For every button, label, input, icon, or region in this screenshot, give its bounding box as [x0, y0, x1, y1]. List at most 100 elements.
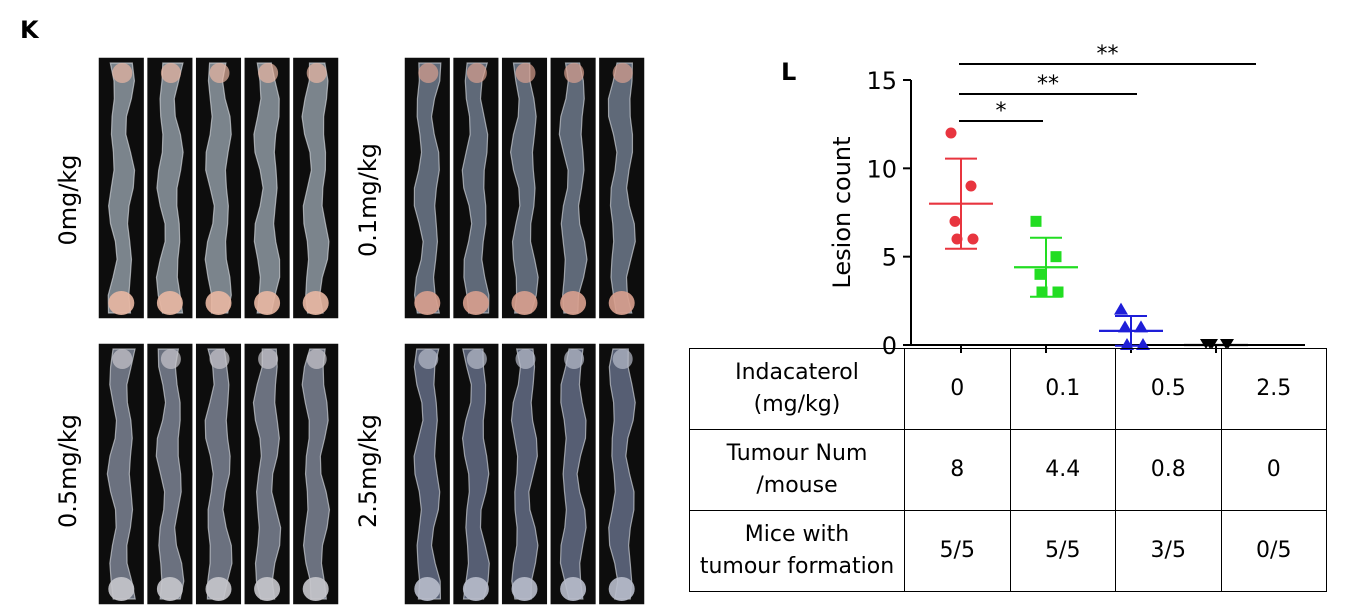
data-point	[1134, 320, 1148, 333]
colon-tissue-end	[414, 577, 441, 601]
colon-tissue-end	[612, 349, 633, 369]
significance-label: **	[1097, 42, 1119, 67]
table-cell: 0.5	[1115, 348, 1222, 430]
colon-tissue-end	[156, 577, 183, 601]
colon-tissue	[608, 349, 636, 599]
y-tick-label: 10	[866, 155, 897, 183]
data-point	[965, 180, 977, 192]
colon-tissue-end	[418, 349, 439, 369]
colon-tissue-end	[511, 291, 538, 315]
colon-tissue-end	[108, 291, 135, 315]
data-point	[1114, 302, 1128, 315]
colon-tissue	[205, 349, 232, 599]
row-header-line: (mg/kg)	[753, 392, 841, 417]
colon-photo-group-1	[403, 56, 646, 320]
row-header-line: tumour formation	[699, 554, 895, 579]
colon-tissue	[302, 349, 330, 599]
row-header: Indacaterol (mg/kg)	[689, 348, 905, 430]
colon-tissue-end	[258, 63, 279, 83]
row-header-line: Tumour Num	[726, 441, 868, 467]
colon-tissue-end	[108, 577, 135, 601]
colon-tissue-end	[418, 63, 439, 83]
summary-table: Indacaterol (mg/kg) 0 0.1 0.5 2.5 Tumour Num/m…	[689, 348, 1327, 592]
panel-label-k: K	[20, 16, 39, 44]
data-point	[1050, 251, 1062, 263]
colon-tissue	[253, 63, 280, 313]
colon-tissue-end	[302, 577, 329, 601]
colon-tissue	[302, 63, 329, 313]
colon-tissue	[510, 63, 539, 313]
colon-tissue	[560, 349, 587, 599]
table-cell: 0.8	[1115, 429, 1222, 511]
colon-tissue-end	[209, 349, 230, 369]
colon-tissue-end	[511, 577, 538, 601]
colon-tissue-end	[608, 291, 635, 315]
data-point	[1118, 320, 1132, 333]
colon-tissue-end	[306, 349, 327, 369]
colon-tissue-end	[560, 577, 587, 601]
colon-strips-1	[403, 56, 646, 320]
table-cell: 5/5	[1009, 510, 1116, 592]
data-point	[1034, 268, 1046, 280]
colon-tissue-end	[205, 577, 232, 601]
colon-tissue-end	[112, 349, 133, 369]
colon-tissue	[156, 349, 184, 599]
colon-photo-group-3	[403, 342, 646, 606]
colon-strips-3	[403, 342, 646, 606]
y-axis-label: Lesion count	[828, 136, 856, 288]
y-tick-label: 15	[866, 67, 897, 95]
table-cell: 5/5	[904, 510, 1011, 592]
colon-tissue-end	[466, 63, 487, 83]
colon-tissue	[559, 63, 587, 313]
colon-tissue-end	[209, 63, 230, 83]
colon-strips-0	[97, 56, 340, 320]
colon-tissue-end	[515, 349, 536, 369]
colon-tissue-end	[515, 63, 536, 83]
colon-tissue	[414, 63, 441, 313]
colon-tissue-end	[205, 291, 232, 315]
row-header-line: Indacaterol	[735, 360, 859, 386]
data-point	[1036, 286, 1048, 298]
row-header: Tumour Num/mouse	[689, 429, 905, 511]
table-cell: 0	[1220, 429, 1327, 511]
colon-tissue	[414, 349, 441, 599]
colon-tissue-end	[462, 577, 489, 601]
colon-photo-group-2	[97, 342, 340, 606]
colon-tissue-end	[466, 349, 487, 369]
significance-label: *	[996, 99, 1007, 124]
data-point	[1052, 286, 1064, 298]
colon-tissue-end	[306, 63, 327, 83]
data-point	[1136, 338, 1150, 350]
data-point	[945, 127, 957, 139]
colon-tissue-end	[462, 291, 489, 315]
table-cell: 0/5	[1220, 510, 1327, 592]
colon-tissue	[205, 63, 232, 313]
colon-tissue	[608, 63, 636, 313]
colon-tissue-end	[156, 291, 183, 315]
colon-tissue-end	[564, 349, 585, 369]
colon-tissue-end	[254, 577, 281, 601]
colon-tissue-end	[112, 63, 133, 83]
data-point	[1120, 338, 1134, 350]
colon-tissue-end	[414, 291, 441, 315]
colon-tissue-end	[560, 291, 587, 315]
colon-tissue-end	[302, 291, 329, 315]
table-row: Mice with tumour formation 5/5 5/5 3/5 0/5	[689, 510, 1327, 592]
data-point	[949, 215, 961, 227]
colon-tissue-end	[564, 63, 585, 83]
colon-tissue	[253, 349, 281, 599]
colon-tissue	[108, 63, 135, 313]
colon-photo-group-0	[97, 56, 340, 320]
table-cell: 8	[904, 429, 1011, 511]
row-header: Mice with tumour formation	[689, 510, 905, 592]
table-row: Tumour Num/mouse 8 4.4 0.8 0	[689, 429, 1327, 511]
data-point	[951, 233, 963, 245]
table-row: Indacaterol (mg/kg) 0 0.1 0.5 2.5	[689, 348, 1327, 430]
row-header-line: /mouse	[756, 473, 838, 498]
colon-tissue-end	[612, 63, 633, 83]
colon-tissue-end	[160, 63, 181, 83]
table-cell: 0	[904, 348, 1011, 430]
table-cell: 0.1	[1009, 348, 1116, 430]
